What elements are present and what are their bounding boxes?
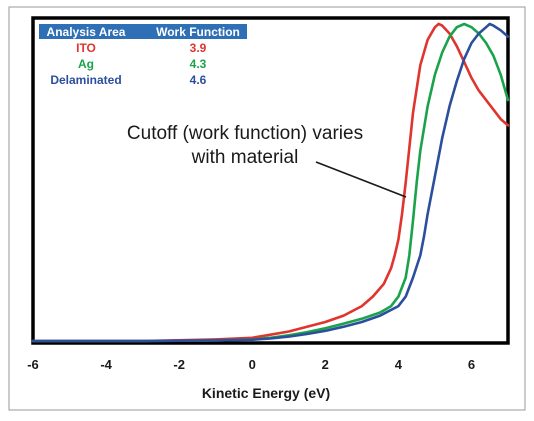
legend-row-ito-name: ITO [76, 41, 96, 55]
legend-header-background [39, 24, 247, 39]
x-axis-label: Kinetic Energy (eV) [202, 385, 330, 401]
series-line-delaminated [31, 22, 510, 343]
legend-header-analysis-area: Analysis Area [47, 25, 126, 39]
annotation-text-line1: Cutoff (work function) varies [127, 123, 363, 144]
legend-row-delaminated-value: 4.6 [190, 73, 207, 87]
legend-table: Analysis Area Work Function ITO 3.9 Ag 4… [39, 24, 247, 87]
legend-row-delaminated-name: Delaminated [50, 73, 121, 87]
x-tick-label: 0 [249, 357, 256, 372]
legend-row-ito-value: 3.9 [190, 41, 207, 55]
legend-row-ag-value: 4.3 [190, 57, 207, 71]
annotation-pointer-line [315, 161, 407, 198]
plot-border [31, 16, 510, 345]
x-tick-label: 4 [395, 357, 403, 372]
legend-header-work-function: Work Function [156, 25, 240, 39]
x-tick-label: 2 [322, 357, 329, 372]
plot-area [31, 16, 510, 345]
legend-row-ag-name: Ag [78, 57, 94, 71]
annotation: Cutoff (work function) varies with mater… [127, 123, 407, 198]
x-tick-label: -2 [173, 357, 185, 372]
series-layer [31, 22, 510, 343]
x-tick-label: 6 [468, 357, 475, 372]
x-tick-label: -4 [100, 357, 112, 372]
x-tick-labels: -6 -4 -2 0 2 4 6 [27, 357, 475, 372]
series-line-ito [31, 22, 510, 343]
annotation-text-line2: with material [191, 147, 299, 168]
x-tick-label: -6 [27, 357, 39, 372]
